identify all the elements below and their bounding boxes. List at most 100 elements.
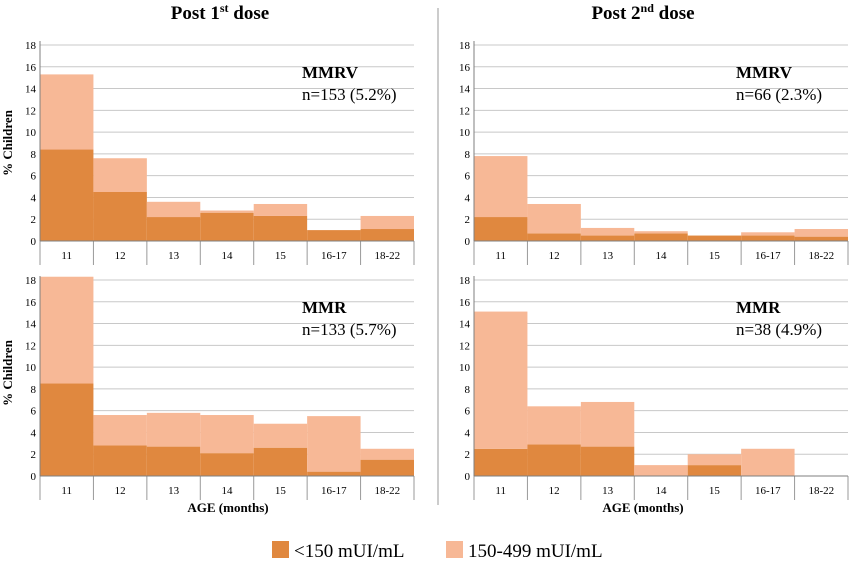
legend-label-below-150: <150 mUI/mL: [294, 541, 404, 562]
bar-below-150: [200, 212, 254, 241]
bar-150-499: [360, 215, 414, 230]
bar-below-150: [580, 235, 635, 241]
bar-below-150: [527, 444, 581, 476]
panel-subtitle: n=66 (2.3%): [736, 85, 822, 104]
y-tick-label: 4: [465, 192, 471, 204]
panel-4: 0 2 4 6 8 10 12 14 16 18 11 12 13 14 15 16-17 18-22 MMR n=…: [459, 275, 849, 500]
y-tick-label: 8: [465, 149, 471, 161]
bar-below-150: [474, 217, 528, 241]
panel-subtitle: n=153 (5.2%): [302, 85, 397, 104]
x-tick-label: 12: [115, 485, 126, 497]
y-tick-label: 2: [31, 214, 37, 226]
bar-below-150: [794, 236, 848, 241]
bar-150-499: [200, 210, 254, 213]
y-tick-label: 10: [25, 362, 37, 374]
bar-150-499: [360, 448, 414, 460]
x-tick-label: 18-22: [808, 485, 834, 497]
x-tick-label: 18-22: [808, 250, 834, 262]
y-tick-label: 0: [31, 471, 37, 483]
column-title-post-2nd: Post 2nd dose: [591, 1, 694, 24]
bar-below-150: [253, 215, 308, 241]
panel-2: 0 2 4 6 8 10 12 14 16 18 11 12 13 14 15 16-17 18-22 MMRV n…: [459, 40, 849, 265]
column-title-post-1st: Post 1st dose: [171, 1, 269, 24]
bar-below-150: [687, 235, 742, 241]
y-tick-label: 4: [31, 192, 37, 204]
y-tick-label: 12: [459, 105, 470, 117]
x-tick-label: 16-17: [755, 250, 781, 262]
y-tick-label: 16: [459, 62, 471, 74]
y-tick-label: 6: [31, 406, 37, 418]
bar-150-499: [527, 406, 581, 445]
bar-150-499: [40, 276, 94, 384]
bar-150-499: [474, 311, 528, 449]
x-tick-label: 16-17: [755, 485, 781, 497]
bar-below-150: [527, 233, 581, 241]
x-tick-label: 13: [602, 485, 614, 497]
x-tick-label: 18-22: [374, 485, 400, 497]
y-tick-label: 16: [459, 297, 471, 309]
panel-3: 0 2 4 6 8 10 12 14 16 18 11 12 13 14 15 16-17 18-22 MMR n=…: [25, 275, 415, 500]
bar-150-499: [307, 416, 361, 472]
panel-title: MMR: [302, 298, 347, 317]
bar-150-499: [253, 203, 308, 216]
panel-title: MMR: [736, 298, 781, 317]
x-tick-label: 15: [709, 250, 721, 262]
y-tick-label: 14: [459, 319, 471, 331]
bar-150-499: [580, 401, 635, 447]
y-axis-label-bottom: % Children: [0, 339, 15, 406]
bar-below-150: [687, 465, 742, 476]
x-tick-label: 13: [168, 250, 180, 262]
y-tick-label: 2: [465, 214, 471, 226]
y-tick-label: 10: [25, 127, 37, 139]
y-tick-label: 12: [25, 340, 36, 352]
bar-below-150: [146, 446, 201, 476]
bar-below-150: [93, 192, 147, 241]
bar-150-499: [200, 415, 254, 454]
bar-150-499: [794, 229, 848, 237]
bar-150-499: [527, 203, 581, 234]
bar-below-150: [307, 230, 361, 241]
x-tick-label: 11: [495, 250, 506, 262]
bar-below-150: [253, 447, 308, 476]
panel-title: MMRV: [302, 63, 359, 82]
x-tick-label: 11: [61, 250, 72, 262]
y-tick-label: 18: [459, 275, 471, 287]
x-tick-label: 12: [549, 250, 560, 262]
x-axis-label-left: AGE (months): [187, 500, 268, 515]
y-tick-label: 10: [459, 362, 471, 374]
y-tick-label: 2: [465, 449, 471, 461]
panel-1: 0 2 4 6 8 10 12 14 16 18 11 12 13 14 15 16-17 18-22 MMRV n…: [25, 40, 415, 265]
y-tick-label: 10: [459, 127, 471, 139]
legend-swatch-150-499: [446, 541, 463, 558]
bar-150-499: [634, 231, 688, 234]
bar-below-150: [40, 149, 94, 241]
y-tick-label: 18: [25, 40, 37, 52]
bar-below-150: [360, 459, 414, 476]
y-axis-label-top: % Children: [0, 109, 15, 176]
legend-swatch-below-150: [272, 541, 289, 558]
y-tick-label: 16: [25, 297, 37, 309]
y-tick-label: 0: [465, 471, 471, 483]
panel-subtitle: n=133 (5.7%): [302, 320, 397, 339]
x-tick-label: 15: [275, 250, 287, 262]
x-tick-label: 13: [602, 250, 614, 262]
bar-150-499: [146, 201, 201, 218]
y-tick-label: 18: [25, 275, 37, 287]
bar-150-499: [253, 423, 308, 448]
y-tick-label: 14: [25, 319, 37, 331]
y-tick-label: 0: [465, 236, 471, 248]
y-tick-label: 6: [465, 171, 471, 183]
panel-subtitle: n=38 (4.9%): [736, 320, 822, 339]
x-tick-label: 16-17: [321, 250, 347, 262]
bar-150-499: [93, 158, 147, 192]
x-tick-label: 12: [549, 485, 560, 497]
bar-below-150: [474, 448, 528, 476]
y-tick-label: 12: [25, 105, 36, 117]
x-tick-label: 15: [709, 485, 721, 497]
bar-below-150: [93, 445, 147, 476]
y-tick-label: 12: [459, 340, 470, 352]
bar-150-499: [741, 448, 795, 476]
bar-150-499: [93, 415, 147, 446]
x-tick-label: 14: [656, 250, 668, 262]
